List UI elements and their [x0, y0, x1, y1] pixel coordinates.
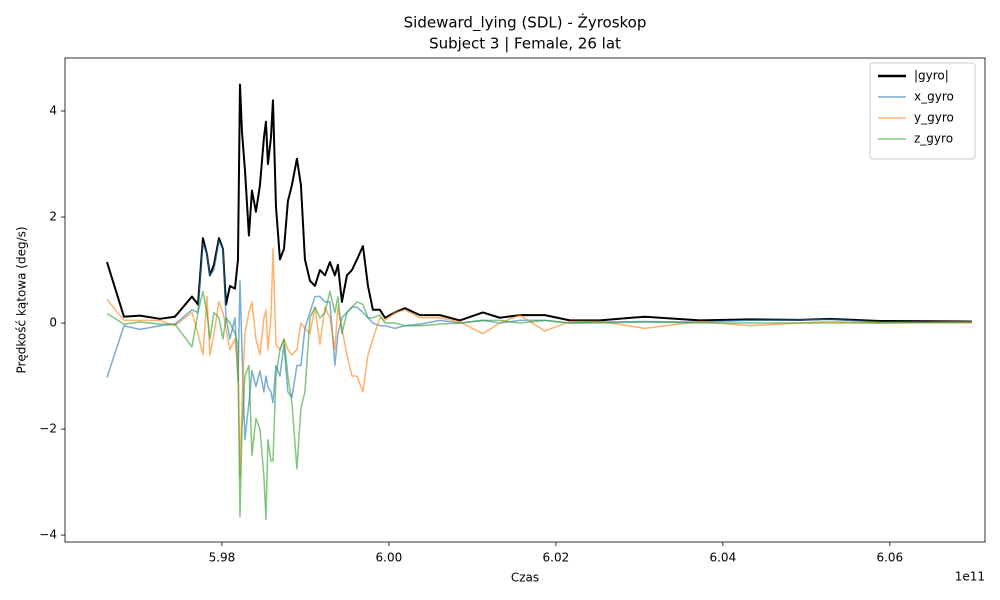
chart-subtitle: Subject 3 | Female, 26 lat: [429, 35, 621, 53]
legend-box: [869, 62, 976, 160]
x-tick-label: 6.04: [709, 551, 736, 565]
legend-label: x_gyro: [914, 90, 954, 104]
axes-frame: [64, 57, 986, 543]
x-axis-label: Czas: [511, 571, 539, 585]
x-tick-label: 6.06: [876, 551, 903, 565]
legend-label: |gyro|: [914, 69, 949, 83]
legend-label: y_gyro: [914, 111, 954, 125]
chart-title: Sideward_lying (SDL) - Żyroskop: [404, 13, 647, 33]
legend: |gyro| x_gyro y_gyro z_gyro: [869, 62, 976, 160]
x-tick-label: 6.00: [376, 551, 403, 565]
x-offset-label: 1e11: [955, 570, 985, 584]
x-tick-label: 6.02: [543, 551, 570, 565]
series-line: [106, 290, 972, 520]
x-tick-label: 5.98: [209, 551, 236, 565]
y-tick-label: 4: [49, 104, 57, 118]
y-axis-label: Prędkość kątowa (deg/s): [15, 226, 29, 373]
series-line: [106, 240, 972, 441]
series-line: [106, 248, 972, 478]
y-tick-label: −4: [39, 528, 57, 542]
y-tick-label: 2: [49, 210, 57, 224]
y-tick-label: 0: [49, 316, 57, 330]
legend-label: z_gyro: [914, 132, 953, 146]
y-tick-label: −2: [39, 422, 57, 436]
plot-area: [106, 83, 972, 520]
